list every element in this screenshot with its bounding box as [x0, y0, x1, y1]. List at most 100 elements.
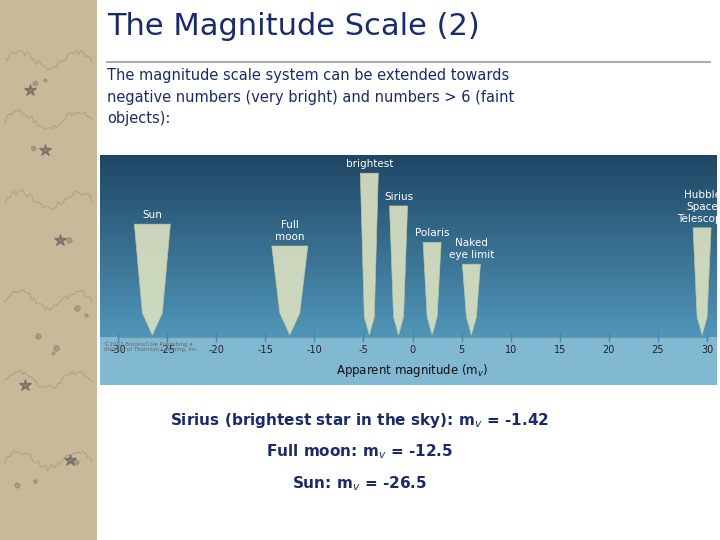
- Bar: [100, 296, 717, 298]
- Bar: [100, 319, 717, 321]
- Bar: [100, 290, 717, 292]
- Bar: [0, 0, 97, 540]
- Bar: [100, 269, 717, 271]
- Bar: [100, 205, 717, 207]
- Polygon shape: [271, 246, 307, 335]
- Bar: [100, 244, 717, 245]
- Bar: [100, 184, 717, 185]
- Text: 15: 15: [554, 345, 566, 355]
- Bar: [100, 172, 717, 173]
- Bar: [100, 235, 717, 237]
- Bar: [100, 224, 717, 225]
- Bar: [100, 199, 717, 200]
- Text: Venus at
brightest: Venus at brightest: [346, 147, 393, 169]
- Text: -5: -5: [359, 345, 369, 355]
- Bar: [100, 188, 717, 190]
- Bar: [100, 315, 717, 316]
- Text: 30: 30: [701, 345, 713, 355]
- Bar: [100, 283, 717, 284]
- Bar: [100, 192, 717, 193]
- Bar: [100, 233, 717, 234]
- Bar: [100, 156, 717, 158]
- Text: Hubble
Space
Telescope: Hubble Space Telescope: [677, 190, 720, 224]
- Bar: [100, 307, 717, 308]
- Text: The magnitude scale system can be extended towards
negative numbers (very bright: The magnitude scale system can be extend…: [107, 68, 514, 126]
- Bar: [100, 209, 717, 211]
- Bar: [100, 193, 717, 194]
- Bar: [100, 163, 717, 164]
- Bar: [100, 263, 717, 264]
- Text: 20: 20: [603, 345, 615, 355]
- Bar: [100, 191, 717, 192]
- Text: Sirius (brightest star in the sky): m$_v$ = -1.42: Sirius (brightest star in the sky): m$_v…: [171, 410, 549, 429]
- Bar: [100, 158, 717, 159]
- Bar: [100, 312, 717, 313]
- Bar: [100, 268, 717, 269]
- Polygon shape: [423, 242, 441, 335]
- Polygon shape: [693, 228, 711, 335]
- Text: Naked
eye limit: Naked eye limit: [449, 238, 494, 260]
- Bar: [100, 157, 717, 159]
- Bar: [100, 200, 717, 201]
- Bar: [100, 298, 717, 300]
- Text: Sun: m$_v$ = -26.5: Sun: m$_v$ = -26.5: [292, 475, 428, 494]
- Bar: [100, 206, 717, 208]
- Bar: [100, 278, 717, 279]
- Bar: [100, 202, 717, 203]
- Bar: [100, 295, 717, 296]
- Bar: [100, 294, 717, 295]
- Bar: [100, 335, 717, 336]
- Bar: [100, 246, 717, 248]
- Bar: [100, 262, 717, 264]
- Bar: [100, 204, 717, 205]
- Text: Sirius: Sirius: [384, 192, 413, 202]
- Bar: [100, 333, 717, 334]
- Bar: [100, 316, 717, 318]
- Bar: [100, 227, 717, 229]
- Bar: [100, 185, 717, 187]
- Bar: [100, 182, 717, 183]
- Bar: [100, 251, 717, 252]
- Bar: [100, 299, 717, 301]
- Bar: [100, 173, 717, 174]
- Text: Full
moon: Full moon: [275, 220, 305, 242]
- Bar: [100, 179, 717, 180]
- Bar: [100, 276, 717, 278]
- Bar: [100, 295, 717, 297]
- Bar: [100, 189, 717, 191]
- Bar: [100, 217, 717, 218]
- Text: -15: -15: [257, 345, 273, 355]
- Bar: [100, 213, 717, 214]
- Bar: [100, 186, 717, 188]
- Text: 5: 5: [459, 345, 464, 355]
- Bar: [100, 167, 717, 168]
- Bar: [100, 337, 717, 385]
- Bar: [100, 271, 717, 272]
- Text: Apparent magnitude (m$_v$): Apparent magnitude (m$_v$): [336, 362, 489, 379]
- Bar: [100, 197, 717, 199]
- Bar: [100, 222, 717, 224]
- Bar: [100, 169, 717, 171]
- Bar: [100, 229, 717, 231]
- Text: The Magnitude Scale (2): The Magnitude Scale (2): [107, 12, 480, 41]
- Bar: [100, 289, 717, 291]
- Bar: [100, 287, 717, 289]
- Bar: [100, 205, 717, 206]
- Bar: [100, 298, 717, 299]
- Bar: [100, 266, 717, 268]
- Bar: [100, 245, 717, 246]
- Bar: [100, 243, 717, 244]
- Bar: [100, 208, 717, 210]
- Bar: [100, 254, 717, 256]
- Bar: [100, 305, 717, 306]
- Text: -10: -10: [307, 345, 323, 355]
- Bar: [100, 332, 717, 333]
- Bar: [100, 226, 717, 227]
- Bar: [100, 275, 717, 277]
- Bar: [100, 265, 717, 266]
- Polygon shape: [360, 173, 378, 335]
- Bar: [100, 255, 717, 257]
- Bar: [100, 237, 717, 238]
- Bar: [100, 215, 717, 217]
- Bar: [100, 264, 717, 265]
